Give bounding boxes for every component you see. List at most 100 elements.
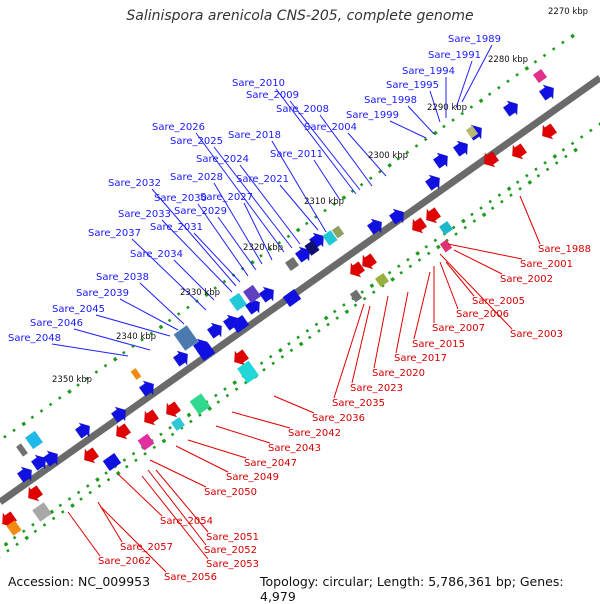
minor-tick	[280, 355, 285, 359]
minor-tick	[222, 279, 227, 284]
kbp-label: 2270 kbp	[548, 7, 588, 17]
minor-tick	[214, 393, 218, 398]
forward-gene-arrow	[366, 218, 382, 235]
major-tick	[341, 195, 347, 201]
reverse-gene-arrow	[484, 151, 500, 168]
kbp-label: 2300 kbp	[368, 151, 408, 161]
minor-tick	[545, 167, 550, 172]
minor-tick	[396, 156, 401, 161]
minor-tick	[12, 535, 17, 540]
minor-tick	[359, 182, 364, 187]
minor-tick	[176, 312, 181, 316]
minor-tick	[60, 510, 65, 514]
minor-tick	[424, 244, 429, 249]
gene-label: Sare_2036	[312, 413, 365, 424]
minor-tick	[487, 92, 492, 96]
label-leaders	[51, 44, 541, 573]
gene-cyan	[171, 417, 185, 431]
leader-line	[313, 159, 341, 201]
reverse-gene-arrow	[116, 423, 132, 440]
leader-line	[217, 216, 257, 271]
minor-tick	[542, 53, 547, 58]
major-tick	[298, 341, 304, 347]
major-tick	[278, 347, 283, 353]
major-tick	[24, 535, 30, 541]
gene-cyan	[229, 292, 247, 312]
forward-gene-box	[102, 453, 122, 471]
minor-tick	[525, 173, 529, 178]
minor-tick	[396, 264, 401, 269]
minor-tick	[268, 354, 273, 359]
minor-tick	[423, 137, 428, 142]
forward-gene-arrow	[74, 422, 90, 439]
gene-steelblue	[173, 325, 199, 351]
minor-tick	[12, 428, 16, 433]
leader-line	[51, 343, 129, 357]
minor-tick	[307, 335, 312, 340]
gene-label: Sare_2043	[268, 443, 321, 454]
minor-tick	[515, 180, 520, 184]
minor-tick	[463, 225, 468, 230]
forward-gene-arrow	[388, 208, 404, 225]
forward-gene-arrow	[30, 454, 46, 471]
gene-teal	[189, 393, 211, 415]
gene-label: Sare_2029	[174, 206, 227, 217]
leader-line	[439, 261, 459, 310]
minor-tick	[323, 208, 327, 213]
leader-line	[155, 469, 209, 533]
forward-gene-arrow	[502, 100, 518, 117]
minor-tick	[536, 174, 541, 178]
minor-tick	[234, 387, 239, 391]
minor-tick	[289, 348, 294, 353]
major-tick	[432, 130, 438, 136]
minor-tick	[103, 363, 108, 368]
minor-tick	[6, 548, 10, 553]
major-tick	[161, 438, 167, 444]
minor-tick	[414, 144, 419, 148]
minor-tick	[326, 322, 330, 327]
gene-violet	[243, 284, 261, 304]
minor-tick	[168, 425, 172, 430]
minor-tick	[451, 225, 456, 230]
leader-line	[395, 291, 409, 354]
minor-tick	[67, 497, 72, 501]
kbp-label: 2310 kbp	[304, 197, 344, 207]
minor-tick	[31, 522, 35, 527]
minor-tick	[497, 193, 502, 197]
gene-label: Sare_2015	[412, 339, 465, 350]
minor-tick	[97, 484, 102, 488]
minor-tick	[104, 471, 108, 475]
gene-gray	[16, 443, 28, 457]
major-tick	[344, 309, 350, 315]
leader-line	[173, 259, 215, 301]
leader-line	[275, 88, 357, 195]
leader-line	[119, 298, 179, 331]
gene-label: Sare_2017	[394, 353, 447, 364]
major-tick	[598, 121, 600, 127]
kbp-label: 2350 kbp	[52, 375, 92, 385]
gene-label: Sare_2053	[206, 559, 259, 570]
gene-label: Sare_2048	[8, 333, 61, 344]
minor-tick	[286, 234, 291, 239]
minor-tick	[225, 393, 230, 398]
gene-gray	[349, 289, 363, 303]
gene-label: Sare_2003	[510, 329, 563, 340]
gene-label: Sare_2006	[456, 309, 509, 320]
gene-label: Sare_2034	[130, 249, 183, 260]
minor-tick	[564, 154, 568, 159]
forward-gene-arrow	[258, 286, 274, 303]
minor-tick	[143, 451, 147, 456]
gene-label: Sare_2021	[236, 174, 289, 185]
minor-tick	[170, 432, 175, 437]
minor-tick	[460, 111, 465, 116]
minor-tick	[454, 232, 458, 236]
minor-tick	[543, 160, 547, 165]
gene-label: Sare_2025	[170, 136, 223, 147]
minor-tick	[259, 253, 263, 258]
gene-label: Sare_2035	[332, 398, 385, 409]
forward-gene-arrow	[452, 140, 468, 157]
minor-tick	[515, 72, 519, 77]
forward-gene-arrow	[138, 380, 154, 397]
kbp-label: 2280 kbp	[488, 55, 528, 65]
leader-line	[319, 114, 373, 187]
